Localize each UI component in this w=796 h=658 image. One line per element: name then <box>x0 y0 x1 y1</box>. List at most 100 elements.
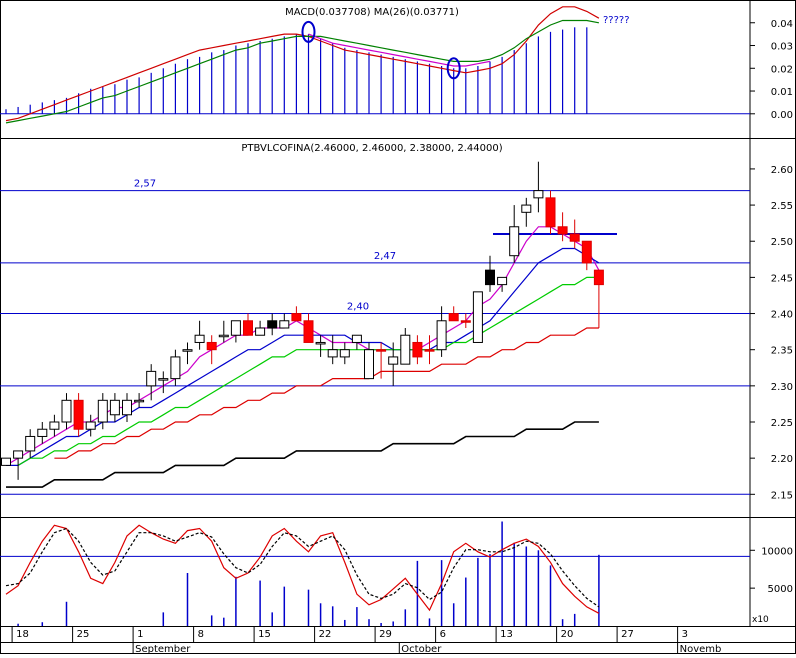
candle-body <box>388 356 399 365</box>
candle-body <box>267 320 278 329</box>
x-axis-day-label: 27 <box>621 629 634 640</box>
price-y-tick-label: 2.35 <box>771 346 793 357</box>
price-y-tick-label: 2.60 <box>771 165 793 176</box>
stochastic-line <box>5 524 600 614</box>
volume-multiplier-label: x10 <box>752 615 769 625</box>
moving-average-line <box>6 247 600 466</box>
x-axis-day-label: 1 <box>137 629 143 640</box>
candle-body <box>472 291 483 343</box>
candle-body <box>1 457 11 466</box>
macd-y-tick-label: 0.01 <box>771 87 793 98</box>
candle-body <box>315 341 326 345</box>
candle-body <box>73 399 84 430</box>
candle-body <box>303 320 314 343</box>
macd-annotation-circle <box>446 57 461 80</box>
x-axis-day-label: 18 <box>16 629 29 640</box>
candle-body <box>569 233 580 242</box>
candle-body <box>255 327 266 336</box>
price-hline-label: 2,57 <box>134 179 156 190</box>
macd-series-line <box>5 6 600 122</box>
macd-y-tick-label: 0.03 <box>771 42 793 53</box>
candle-body <box>351 334 362 343</box>
x-axis-month-label: October <box>401 644 442 654</box>
x-axis-day-label: 25 <box>77 629 90 640</box>
candle-body <box>339 349 350 358</box>
x-axis-day-label: 13 <box>500 629 513 640</box>
moving-average-line <box>54 327 599 459</box>
candle-body <box>37 428 48 437</box>
candle-body <box>109 399 120 416</box>
candle-body <box>97 399 108 423</box>
candle-body <box>497 276 508 286</box>
candle-body <box>146 370 157 387</box>
price-y-tick-label: 2.45 <box>771 273 793 284</box>
candle-body <box>158 378 169 381</box>
price-y-tick-label: 2.20 <box>771 454 793 465</box>
candle-body <box>400 334 411 365</box>
candle-body <box>364 349 374 380</box>
price-y-tick-label: 2.55 <box>771 201 793 212</box>
candle-body <box>448 313 459 322</box>
volume-y-tick-label: 10000 <box>761 546 793 557</box>
candle-body <box>412 341 423 358</box>
price-y-tick-label: 2.25 <box>771 418 793 429</box>
candle-body <box>230 320 241 336</box>
candle-body <box>533 190 544 199</box>
macd-y-tick-label: 0.04 <box>771 19 793 30</box>
candle-body <box>25 435 36 452</box>
x-axis-day-label: 3 <box>682 629 688 640</box>
candle-body <box>13 450 24 459</box>
candle-body <box>485 269 495 286</box>
candle-body <box>49 421 60 430</box>
candle-body <box>509 226 520 257</box>
x-axis-month-label: September <box>135 644 191 654</box>
candle-body <box>376 349 387 352</box>
candle-body <box>436 320 447 351</box>
candle-body <box>593 269 604 286</box>
volume-y-tick-label: 5000 <box>768 584 793 595</box>
macd-title: MACD(0.037708) MA(26)(0.03771) <box>285 7 459 18</box>
x-axis-day-label: 8 <box>198 629 204 640</box>
candle-body <box>194 334 205 343</box>
x-axis-month-label: Novemb <box>680 644 722 654</box>
x-axis-day-label: 15 <box>258 629 271 640</box>
candle-body <box>170 356 181 380</box>
candle-body <box>545 197 556 228</box>
candle-body <box>460 320 471 323</box>
price-y-tick-label: 2.30 <box>771 382 793 393</box>
macd-question-marks: ????? <box>603 15 630 26</box>
candle-body <box>424 349 435 352</box>
price-y-tick-label: 2.40 <box>771 310 793 321</box>
stochastic-line <box>5 527 600 608</box>
macd-y-tick-label: 0.00 <box>771 110 793 121</box>
moving-average-line <box>17 276 599 466</box>
price-title: PTBVLCOFINA(2.46000, 2.46000, 2.38000, 2… <box>241 143 502 154</box>
price-y-tick-label: 2.50 <box>771 237 793 248</box>
price-y-tick-label: 2.15 <box>771 490 793 501</box>
candle-body <box>206 341 217 351</box>
candle-body <box>85 421 96 430</box>
macd-annotation-circle <box>301 20 316 43</box>
candle-body <box>327 349 338 358</box>
candle-body <box>122 399 132 416</box>
price-hline-label: 2,40 <box>347 302 369 313</box>
candle-body <box>243 320 253 336</box>
x-axis-day-label: 6 <box>440 629 446 640</box>
candle-body <box>581 240 592 264</box>
candle-body <box>291 313 302 322</box>
candle-body <box>218 334 229 338</box>
x-axis-day-label: 29 <box>379 629 392 640</box>
x-axis-day-label: 22 <box>319 629 332 640</box>
candle-body <box>182 349 193 352</box>
price-hline-label: 2,47 <box>374 251 396 262</box>
candle-body <box>521 204 532 213</box>
macd-y-tick-label: 0.02 <box>771 64 793 75</box>
candle-body <box>61 399 72 423</box>
candle-body <box>279 320 290 329</box>
x-axis-day-label: 20 <box>561 629 574 640</box>
candle-body <box>134 399 145 403</box>
candle-body <box>557 226 568 235</box>
